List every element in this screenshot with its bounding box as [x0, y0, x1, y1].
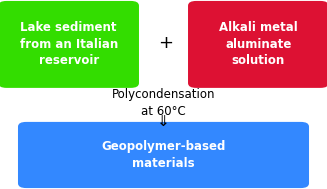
Text: Geopolymer-based
materials: Geopolymer-based materials — [101, 140, 226, 170]
FancyBboxPatch shape — [188, 1, 327, 88]
Text: Polycondensation
at 60°C: Polycondensation at 60°C — [112, 88, 215, 118]
Text: ⇓: ⇓ — [157, 114, 170, 129]
FancyBboxPatch shape — [18, 122, 309, 188]
Text: +: + — [158, 33, 173, 52]
FancyBboxPatch shape — [0, 1, 139, 88]
Text: Lake sediment
from an Italian
reservoir: Lake sediment from an Italian reservoir — [20, 21, 118, 67]
Text: Alkali metal
aluminate
solution: Alkali metal aluminate solution — [219, 21, 298, 67]
